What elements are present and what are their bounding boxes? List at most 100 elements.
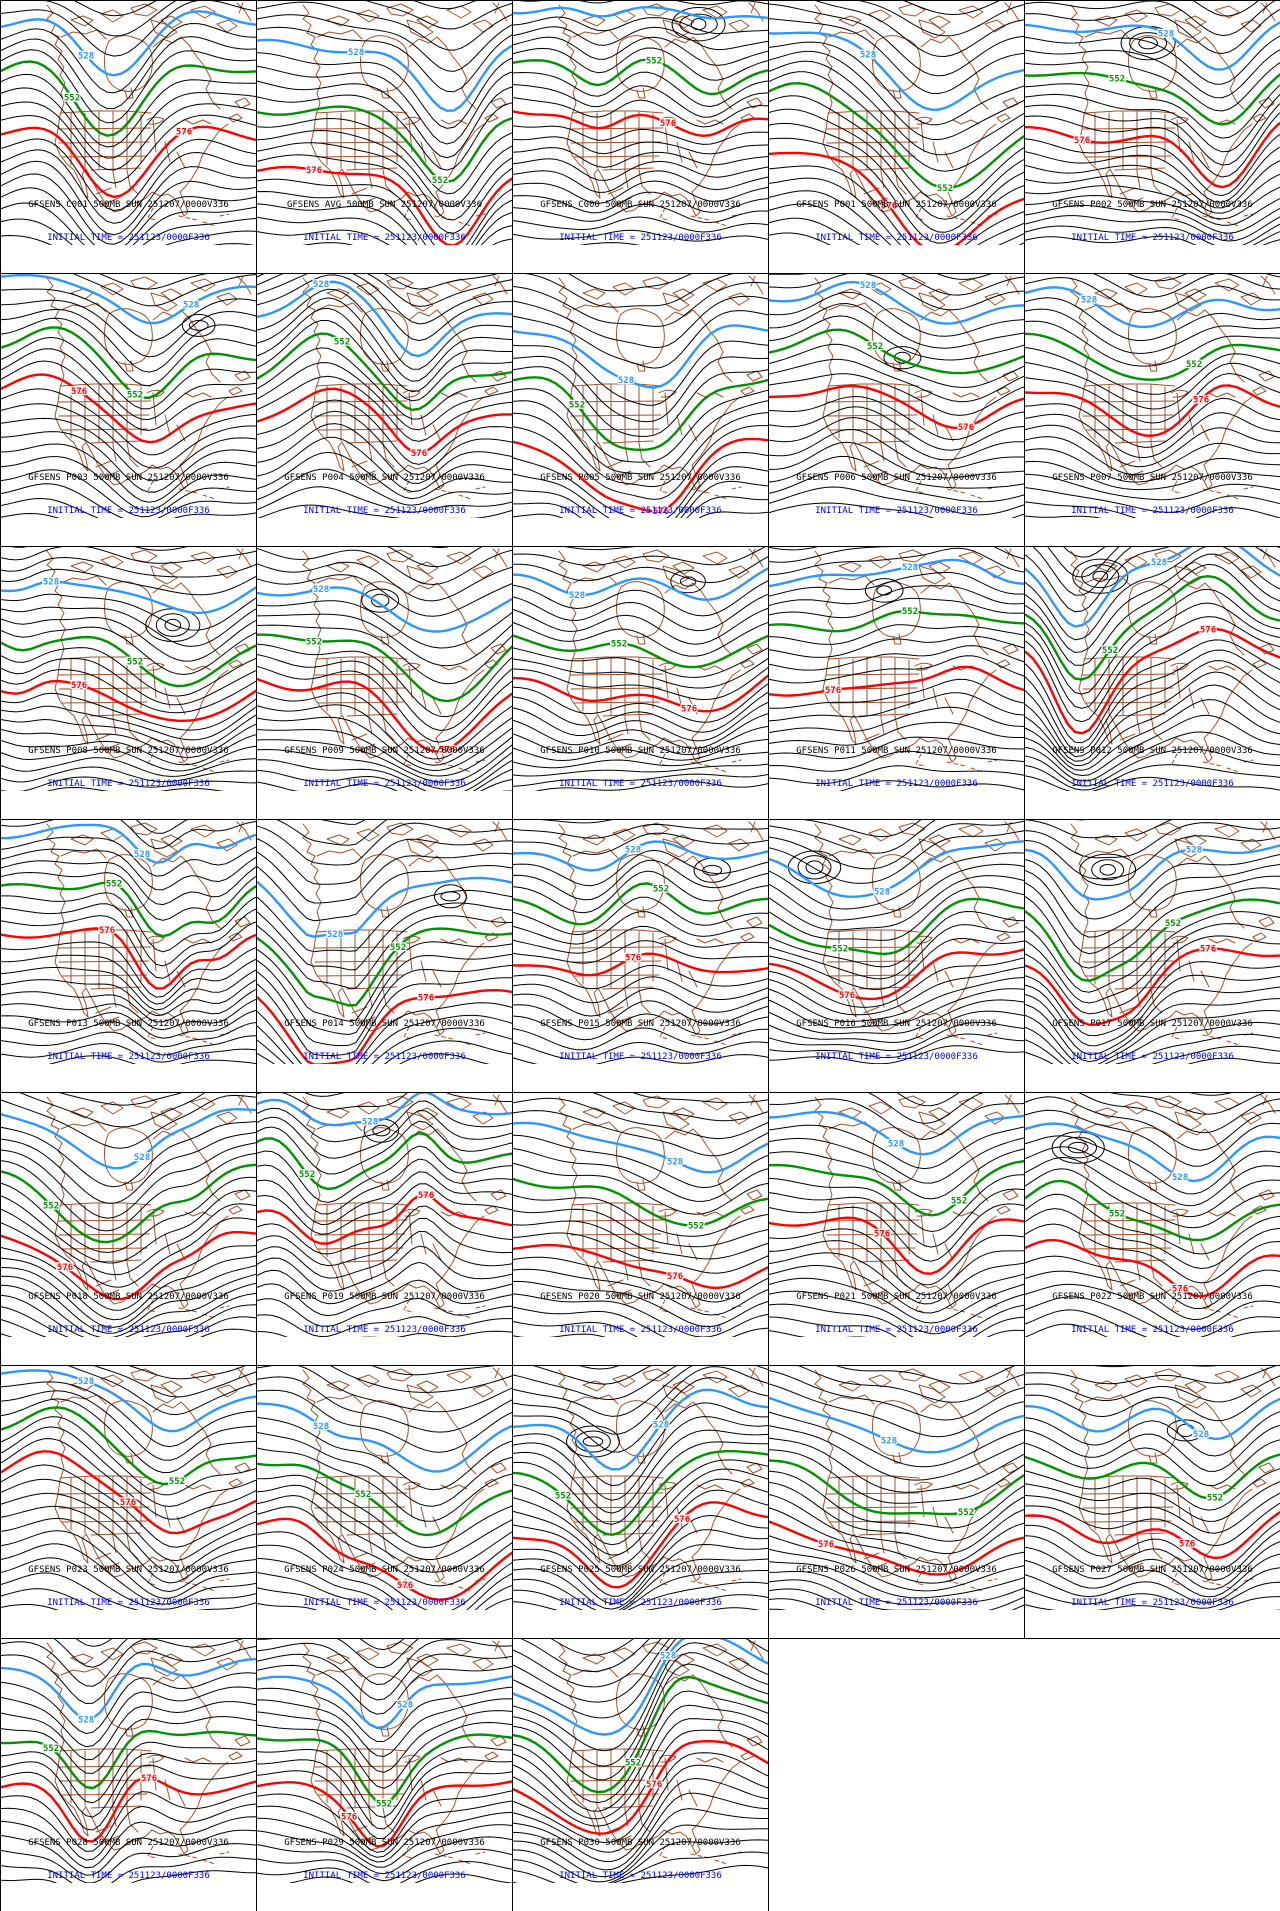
height-contour-line	[1025, 1530, 1280, 1581]
map-panel[interactable]: 528 552 576 GFSENS P026 500MB SUN 251207/0…	[768, 1365, 1025, 1639]
height-contour-line	[257, 1639, 419, 1669]
height-contour-line	[1025, 974, 1280, 1047]
height-contour-line	[769, 1411, 1024, 1468]
height-contour-line	[1, 1152, 256, 1232]
height-contour-line	[1, 1588, 105, 1610]
height-contour-line	[769, 165, 1024, 245]
contour-value-label-blue: 528	[569, 591, 585, 601]
caption-initial-time: INITIAL TIME = 251123/0000F336	[815, 506, 978, 516]
contour-labels: 528 552 576	[1178, 1429, 1225, 1551]
map-panel[interactable]: 528 552 576 GFSENS P028 500MB SUN 251207/0…	[0, 1638, 257, 1911]
height-contour-line	[1, 74, 256, 148]
highlight-contour-green	[769, 897, 1024, 956]
height-contour-line	[769, 875, 1024, 931]
caption-title: GFSENS P004 500MB SUN 251207/0000V336	[284, 473, 485, 483]
contour-labels: 528 552 576	[1080, 294, 1211, 406]
map-panel[interactable]: 528 552 576 GFSENS P020 500MB SUN 251207/0…	[512, 1092, 769, 1366]
height-contour-line	[94, 1366, 256, 1398]
map-panel[interactable]: 528 552 576 GFSENS C001 500MB SUN 251207/0…	[0, 0, 257, 274]
height-contour-line	[513, 607, 768, 645]
map-panel[interactable]: 528 552 576 GFSENS P029 500MB SUN 251207/0…	[256, 1638, 513, 1911]
contour-value-label-blue: 528	[397, 1701, 413, 1711]
height-contour-line	[513, 1232, 768, 1274]
height-contour-line	[769, 1588, 1024, 1610]
map-panel[interactable]: 528 552 576 GFSENS P018 500MB SUN 251207/0…	[0, 1092, 257, 1366]
height-contour-line	[257, 274, 512, 307]
height-contour-line	[513, 976, 768, 1004]
map-panel[interactable]: 528 552 576 GFSENS P015 500MB SUN 251207/0…	[512, 819, 769, 1093]
contour-map: 528 552 576	[257, 1366, 512, 1610]
map-panel[interactable]: 528 552 576 GFSENS P009 500MB SUN 251207/0…	[256, 546, 513, 820]
map-panel[interactable]: 552 576 GFSENS C000 500MB SUN 251207/0000…	[512, 0, 769, 274]
map-panel[interactable]: 528 552 576 GFSENS P012 500MB SUN 251207/0…	[1024, 546, 1280, 820]
map-panel[interactable]: 528 552 576 GFSENS P001 500MB SUN 251207/0…	[768, 0, 1025, 274]
map-panel[interactable]: 528 552 576 GFSENS P025 500MB SUN 251207/0…	[512, 1365, 769, 1639]
height-contour-line	[1025, 1255, 1280, 1310]
height-contour-line	[1025, 515, 1102, 518]
height-contour-line	[769, 597, 1024, 619]
height-contour-line	[769, 1425, 1024, 1481]
highlight-contour-green	[1025, 332, 1280, 381]
highlight-contour-red	[1025, 1238, 1280, 1298]
contour-labels: 528 552 576	[568, 590, 699, 716]
height-contour-line	[513, 1558, 768, 1610]
height-contour-line	[1025, 1553, 1280, 1598]
contour-value-label-blue: 528	[860, 50, 876, 60]
map-panel[interactable]: 528 552 576 GFSENS P013 500MB SUN 251207/0…	[0, 819, 257, 1093]
caption-title: GFSENS P003 500MB SUN 251207/0000V336	[28, 473, 229, 483]
height-contour-line	[1025, 1541, 1280, 1590]
height-contour-line	[1, 836, 256, 877]
contour-map: 528 552 576	[1, 1639, 256, 1883]
height-contour-line	[1, 1328, 256, 1337]
height-contour-line	[513, 1194, 768, 1237]
height-contour-line	[1, 669, 256, 714]
map-panel[interactable]: 528 552 576 GFSENS P030 500MB SUN 251207/0…	[512, 1638, 769, 1911]
height-contour-line	[1025, 1386, 1280, 1422]
map-panel[interactable]: 528 552 576 GFSENS P022 500MB SUN 251207/0…	[1024, 1092, 1280, 1366]
map-panel[interactable]: 528 552 576 GFSENS P019 500MB SUN 251207/0…	[256, 1092, 513, 1366]
height-contour-line	[1025, 372, 1280, 424]
contour-value-label-blue: 528	[313, 585, 329, 595]
height-contour-line	[513, 940, 768, 964]
height-contours	[257, 547, 512, 791]
contour-map: 528 552 576	[257, 1093, 512, 1337]
highlight-contours	[257, 280, 512, 455]
height-contour-line	[513, 1851, 768, 1883]
map-panel[interactable]: 528 552 576 GFSENS P023 500MB SUN 251207/0…	[0, 1365, 257, 1639]
height-contour-line	[513, 823, 768, 839]
height-contour-line	[257, 375, 512, 442]
map-panel[interactable]: 528 552 576 GFSENS P007 500MB SUN 251207/0…	[1024, 273, 1280, 547]
map-panel[interactable]: 528 552 576 GFSENS P024 500MB SUN 251207/0…	[256, 1365, 513, 1639]
contour-value-label-green: 552	[937, 184, 953, 194]
map-panel[interactable]: 528 552 576 GFSENS P006 500MB SUN 251207/0…	[768, 273, 1025, 547]
panel-caption: GFSENS P028 500MB SUN 251207/0000V336 IN…	[1, 1816, 256, 1904]
height-contour-line	[1, 626, 256, 676]
height-contour-line	[11, 547, 188, 551]
map-panel[interactable]: 528 552 576 GFSENS P014 500MB SUN 251207/0…	[256, 819, 513, 1093]
map-panel[interactable]: 528 552 576 GFSENS P017 500MB SUN 251207/0…	[1024, 819, 1280, 1093]
contour-labels: 528 552 576	[312, 279, 429, 461]
map-panel[interactable]: 528 552 576 GFSENS P016 500MB SUN 251207/0…	[768, 819, 1025, 1093]
height-contour-line	[769, 137, 1024, 244]
height-contour-line	[1025, 204, 1280, 234]
map-panel[interactable]: 528 552 576 GFSENS AVG 500MB SUN 251207/00…	[256, 0, 513, 274]
map-panel[interactable]: 528 552 576 GFSENS P010 500MB SUN 251207/0…	[512, 546, 769, 820]
contour-value-label-blue: 528	[1172, 1173, 1188, 1183]
height-contour-line	[257, 1145, 512, 1203]
map-panel[interactable]: 528 552 576 GFSENS P004 500MB SUN 251207/0…	[256, 273, 513, 547]
map-panel[interactable]: 528 552 576 GFSENS P027 500MB SUN 251207/0…	[1024, 1365, 1280, 1639]
map-panel[interactable]: 528 552 576 GFSENS P002 500MB SUN 251207/0…	[1024, 0, 1280, 274]
caption-initial-time: INITIAL TIME = 251123/0000F336	[47, 1052, 210, 1062]
map-panel[interactable]: 528 552 576 GFSENS P021 500MB SUN 251207/0…	[768, 1092, 1025, 1366]
height-contour-line	[257, 129, 512, 207]
contour-value-label-red: 576	[120, 1498, 136, 1508]
highlight-contour-blue	[1025, 547, 1280, 628]
height-contour-line	[1025, 547, 1280, 613]
highlight-contour-blue	[769, 840, 1024, 899]
map-panel[interactable]: 528 552 576 GFSENS P008 500MB SUN 251207/0…	[0, 546, 257, 820]
height-contour-line	[257, 977, 512, 1057]
map-panel[interactable]: 528 552 576 GFSENS P005 500MB SUN 251207/0…	[512, 273, 769, 547]
map-panel[interactable]: 528 552 576 GFSENS P003 500MB SUN 251207/0…	[0, 273, 257, 547]
map-panel[interactable]: 528 552 576 GFSENS P011 500MB SUN 251207/0…	[768, 546, 1025, 820]
